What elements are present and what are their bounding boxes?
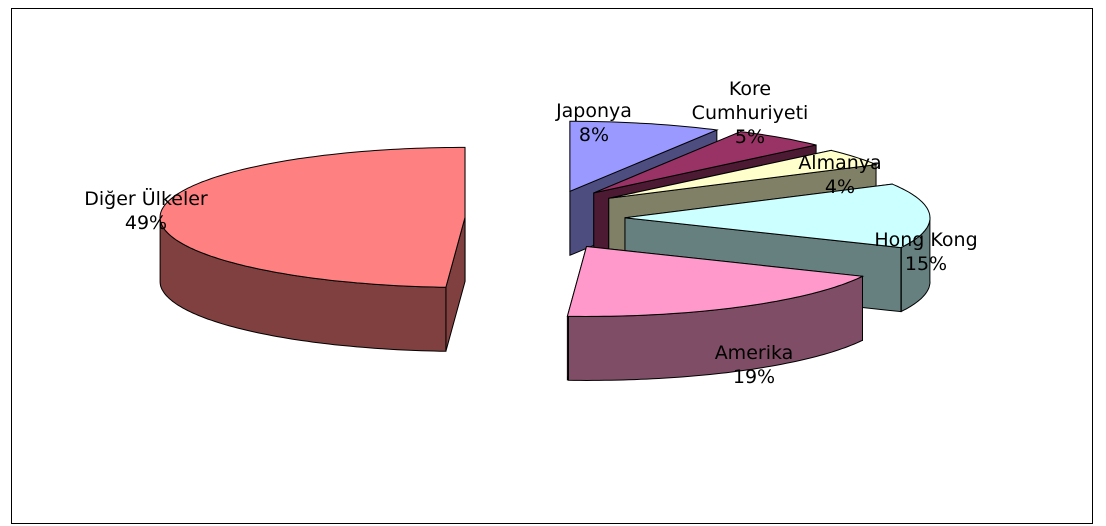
slice-top <box>566 245 865 318</box>
slice-name: Hong Kong <box>874 229 977 251</box>
data-label-almanya: Almanya 4% <box>798 152 881 198</box>
data-label-japonya: Japonya 8% <box>555 100 632 146</box>
data-label-amerika: Amerika 19% <box>715 342 794 388</box>
data-label-hong-kong: Hong Kong 15% <box>874 229 977 275</box>
slice-name: Japonya <box>555 100 632 122</box>
slice-percent: 49% <box>125 212 167 234</box>
data-label-diger-ulkeler: Diğer Ülkeler 49% <box>84 187 208 234</box>
slice-name: Cumhuriyeti <box>692 102 809 124</box>
chart-frame: Japonya 8% Kore Cumhuriyeti 5% Almanya 4% Hong … <box>11 8 1093 524</box>
slice-percent: 19% <box>733 366 775 388</box>
slice-top <box>593 131 817 194</box>
slice-name: Amerika <box>715 342 794 364</box>
slice-percent: 5% <box>735 126 765 148</box>
slice-top <box>624 183 931 249</box>
slice-percent: 15% <box>905 253 947 275</box>
pie-chart: Japonya 8%Kore Cumhuriyeti 5%Almanya 4%Hong … <box>84 78 977 388</box>
data-label-kore-cumhuriyeti: Kore Cumhuriyeti 5% <box>692 78 809 148</box>
slice-percent: 8% <box>579 124 609 146</box>
pie-slice-amerika <box>566 245 865 382</box>
slice-top <box>608 149 879 199</box>
slice-name: Almanya <box>798 152 881 174</box>
slice-percent: 4% <box>825 176 855 198</box>
slice-top <box>159 146 466 288</box>
slice-name: Kore <box>729 78 771 100</box>
pie-slice-diger-ulkeler <box>159 146 466 352</box>
slice-name: Diğer Ülkeler <box>84 187 208 210</box>
slice-top <box>569 120 719 193</box>
